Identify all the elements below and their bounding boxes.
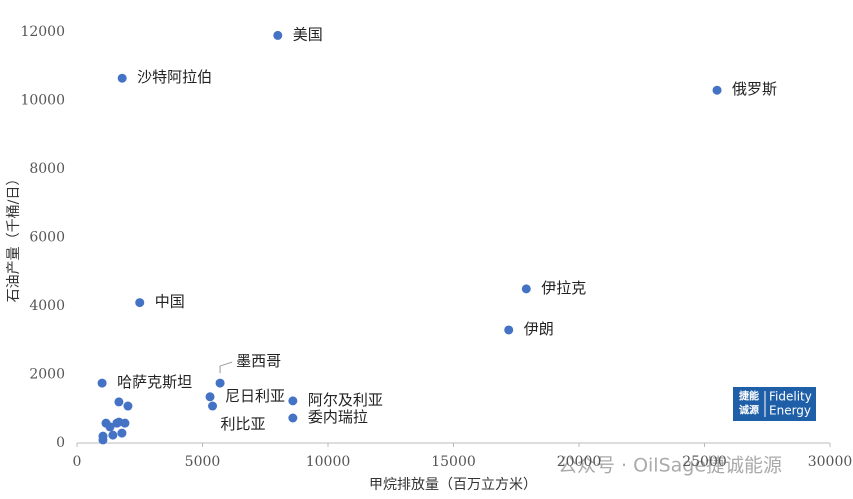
logo-text: Fidelity — [769, 390, 812, 404]
logo: 捷能 诚源 Fidelity Energy — [733, 387, 816, 421]
leader-line — [219, 361, 233, 374]
point — [123, 401, 133, 411]
x-tick-label: 10000 — [306, 454, 351, 470]
point-label: 伊朗 — [524, 320, 554, 338]
x-tick-label: 0 — [73, 454, 82, 470]
y-tick-label: 8000 — [29, 161, 65, 177]
point — [205, 392, 215, 402]
point — [288, 396, 298, 406]
point — [215, 378, 225, 388]
logo-text: Energy — [769, 404, 811, 418]
y-axis-label: 石油产量（千桶/日） — [6, 172, 22, 303]
point — [97, 378, 107, 388]
point-label: 墨西哥 — [236, 352, 281, 370]
point-label: 俄罗斯 — [732, 80, 777, 98]
y-tick-label: 10000 — [20, 93, 65, 109]
y-tick-label: 0 — [56, 435, 65, 451]
x-tick-label: 30000 — [808, 454, 853, 470]
point — [504, 325, 514, 335]
point — [98, 435, 108, 445]
logo-text: 捷能 — [739, 390, 759, 403]
point-label: 哈萨克斯坦 — [117, 373, 192, 391]
y-tick-label: 4000 — [29, 298, 65, 314]
point — [105, 422, 115, 432]
x-axis-label: 甲烷排放量（百万立方米） — [369, 477, 537, 493]
y-tick-label: 12000 — [20, 24, 65, 40]
point — [273, 30, 283, 40]
point-label: 伊拉克 — [541, 279, 586, 297]
point-label: 阿尔及利亚 — [308, 391, 383, 409]
logo-text: 诚源 — [739, 404, 759, 417]
point-label: 美国 — [293, 25, 323, 43]
point — [117, 73, 127, 83]
point — [712, 85, 722, 95]
watermark: 公众号 · OilSage捷诚能源 — [558, 455, 782, 477]
point — [288, 413, 298, 423]
point-label: 利比亚 — [221, 415, 266, 433]
point-label: 沙特阿拉伯 — [137, 68, 212, 86]
point — [135, 298, 145, 308]
x-tick-label: 20000 — [557, 454, 602, 470]
y-tick-label: 2000 — [29, 367, 65, 383]
y-tick-label: 6000 — [29, 230, 65, 246]
point-label: 尼日利亚 — [225, 387, 285, 405]
point — [108, 430, 118, 440]
x-tick-label: 25000 — [682, 454, 727, 470]
logo-box — [733, 387, 816, 421]
point-label: 委内瑞拉 — [308, 408, 368, 426]
point — [117, 428, 127, 438]
x-tick-label: 15000 — [431, 454, 476, 470]
x-tick-label: 5000 — [185, 454, 221, 470]
point — [114, 397, 124, 407]
point — [208, 401, 218, 411]
point — [120, 418, 130, 428]
point-label: 中国 — [155, 293, 185, 311]
point — [521, 284, 531, 294]
